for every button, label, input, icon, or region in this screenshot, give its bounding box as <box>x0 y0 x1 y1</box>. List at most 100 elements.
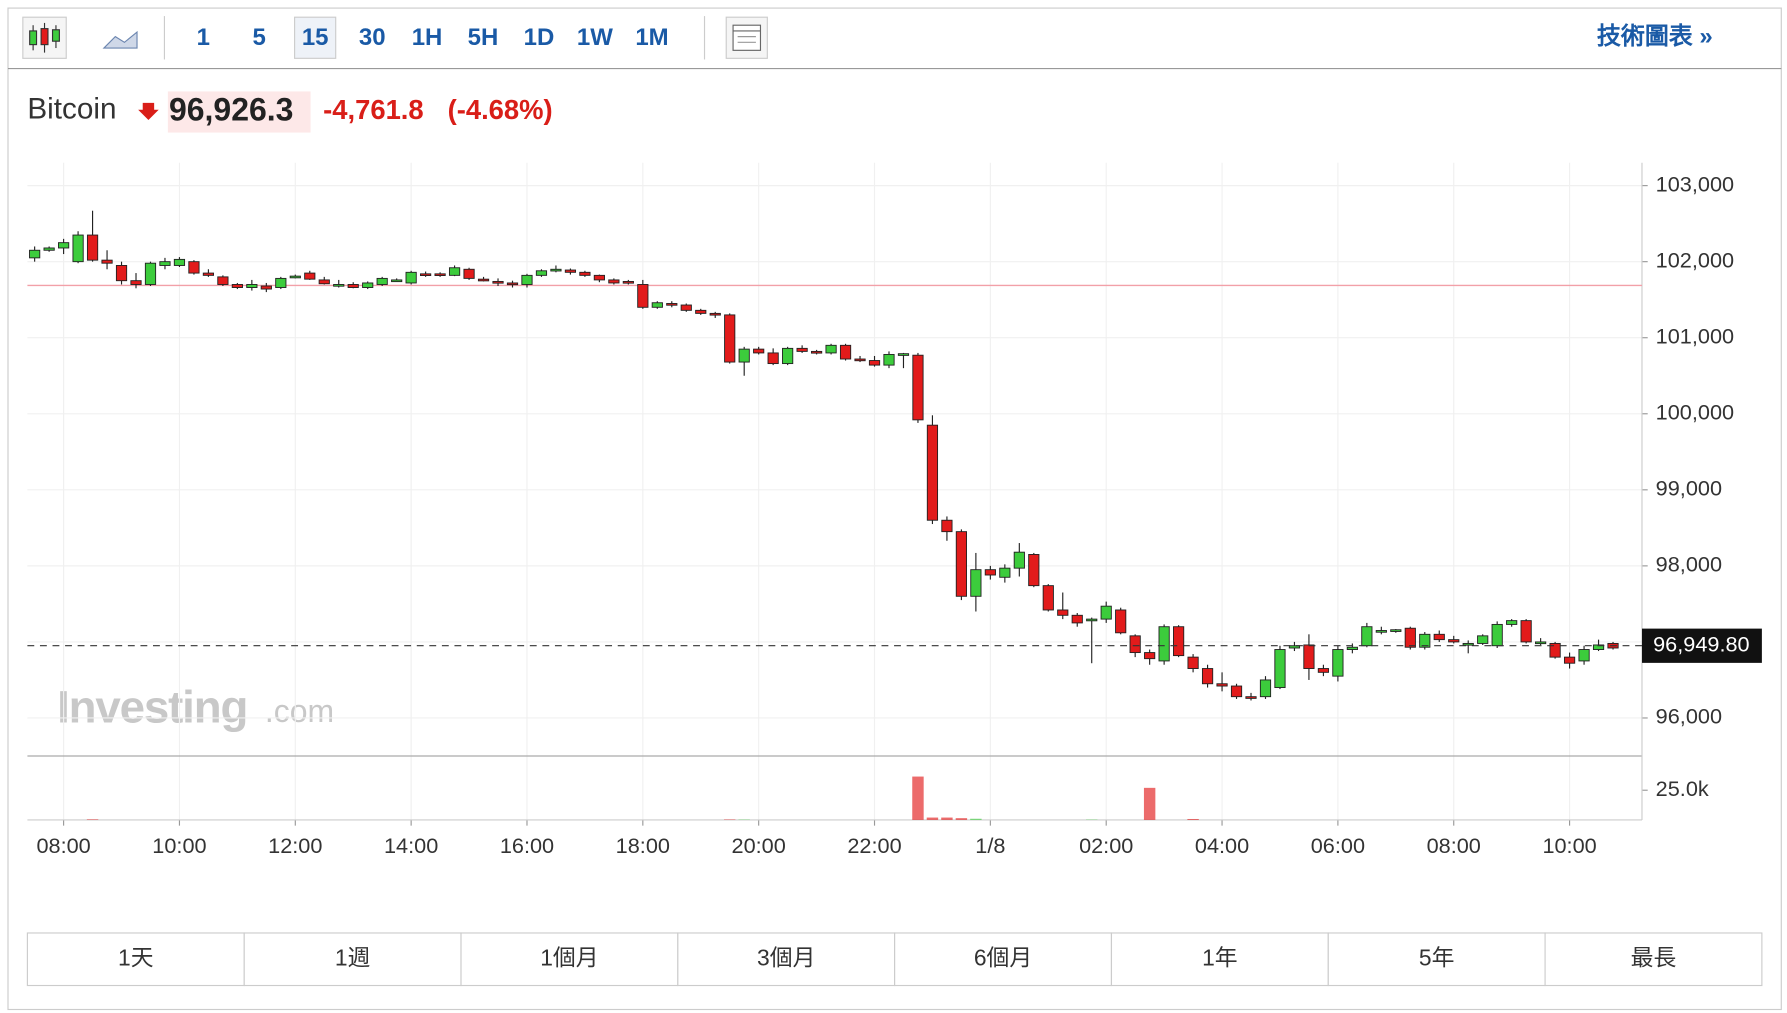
interval-button[interactable]: 1M <box>635 24 668 51</box>
interval-button[interactable]: 5H <box>468 24 499 51</box>
grid <box>27 162 1642 820</box>
candle-body <box>506 282 519 286</box>
candle-body <box>1129 635 1141 654</box>
candle-body <box>173 258 186 266</box>
candle-body <box>1042 585 1054 611</box>
range-button[interactable]: 1個月 <box>460 932 679 987</box>
candle-body <box>463 268 475 279</box>
candle-body <box>362 282 374 288</box>
candle-body <box>289 275 301 279</box>
y-tick-label: 101,000 <box>1656 323 1734 348</box>
candle-body <box>231 284 243 288</box>
candle-body <box>941 519 953 533</box>
volume-bar <box>970 818 982 820</box>
interval-button[interactable]: 5 <box>253 24 266 51</box>
x-tick-label: 16:00 <box>500 833 554 858</box>
candle-body <box>1549 642 1561 658</box>
range-button-label[interactable]: 1年 <box>1202 944 1238 970</box>
candle-body <box>1491 623 1503 647</box>
x-tick-label: 12:00 <box>268 833 322 858</box>
range-button-box <box>1544 932 1763 987</box>
range-button-box <box>1110 932 1329 987</box>
watermark-suffix: .com <box>265 693 334 729</box>
range-button[interactable]: 最長 <box>1544 932 1763 987</box>
layout-icon-button[interactable] <box>725 16 768 59</box>
range-button-label[interactable]: 1個月 <box>540 944 598 970</box>
candle-body <box>593 274 605 281</box>
y-tick-label: 99,000 <box>1656 476 1722 501</box>
x-tick-label: 10:00 <box>1542 833 1596 858</box>
volume-bar <box>941 817 953 820</box>
candle-body <box>984 569 996 576</box>
range-button-label[interactable]: 6個月 <box>974 944 1032 970</box>
candle-body <box>854 358 866 362</box>
candle-body <box>1563 656 1576 664</box>
candle-body <box>1477 635 1489 644</box>
watermark-brand: Investing <box>57 681 247 732</box>
candle-icon-button[interactable] <box>22 16 67 59</box>
range-button[interactable]: 1天 <box>26 932 245 987</box>
candle-body <box>1520 620 1532 643</box>
technical-chart-link[interactable]: 技術圖表 » <box>1597 22 1713 50</box>
range-button-label[interactable]: 5年 <box>1419 944 1455 970</box>
interval-button[interactable]: 1D <box>524 24 555 51</box>
candle-body <box>839 344 852 360</box>
candle-body <box>1448 639 1460 643</box>
candle-body <box>347 284 359 288</box>
candle-body <box>695 309 707 314</box>
candle-body <box>333 284 345 287</box>
y-tick-label: 102,000 <box>1656 247 1734 272</box>
volume-bar <box>955 818 968 820</box>
candle-body <box>1259 679 1272 698</box>
interval-button[interactable]: 1 <box>197 24 210 51</box>
x-tick-label: 08:00 <box>1427 833 1481 858</box>
range-button[interactable]: 1年 <box>1110 932 1329 987</box>
x-tick-label: 14:00 <box>384 833 438 858</box>
interval-button[interactable]: 1W <box>577 24 613 51</box>
candle-body <box>275 277 287 288</box>
candle-body <box>1462 642 1474 646</box>
candle-body <box>579 271 591 276</box>
candle-body <box>1433 633 1445 641</box>
candle-body <box>1535 641 1547 645</box>
interval-button[interactable]: 15 <box>302 24 329 51</box>
range-button[interactable]: 6個月 <box>894 932 1113 987</box>
candle-body <box>1230 685 1243 698</box>
candle-body <box>753 348 765 354</box>
candle-body <box>1303 644 1315 669</box>
y-tick-label: 96,000 <box>1656 704 1722 729</box>
candle-body <box>1100 605 1112 620</box>
candle-body <box>1071 614 1083 624</box>
range-button-label[interactable]: 1週 <box>335 944 371 970</box>
x-tick-label: 1/8 <box>975 833 1005 858</box>
candle-body <box>260 285 272 290</box>
candle-body <box>43 247 55 251</box>
interval-button[interactable]: 1H <box>412 24 443 51</box>
volume-bar <box>86 819 99 820</box>
range-button-label[interactable]: 1天 <box>118 944 154 970</box>
candle-body <box>651 302 663 308</box>
candle-body <box>1592 644 1605 650</box>
candle-body <box>86 234 99 261</box>
candle-body <box>1332 649 1344 677</box>
x-tick-label: 20:00 <box>732 833 786 858</box>
range-button[interactable]: 5年 <box>1327 932 1546 987</box>
candle-body <box>637 284 649 308</box>
price-change: -4,761.8 <box>323 94 424 125</box>
candle-body <box>1361 626 1373 647</box>
range-button[interactable]: 3個月 <box>677 932 896 987</box>
candle-body <box>955 531 967 597</box>
candle-body <box>376 277 388 285</box>
candle-body <box>912 354 924 421</box>
candle-body <box>535 270 548 276</box>
range-button-box <box>243 932 462 987</box>
percent-change: (-4.68%) <box>448 94 553 125</box>
interval-button[interactable]: 30 <box>359 24 386 51</box>
range-button[interactable]: 1週 <box>243 932 462 987</box>
line-icon-button[interactable] <box>102 30 138 49</box>
range-button-label[interactable]: 3個月 <box>757 944 815 970</box>
range-button-label[interactable]: 最長 <box>1631 944 1677 970</box>
candle-body <box>318 279 330 285</box>
candle-body <box>680 304 692 311</box>
